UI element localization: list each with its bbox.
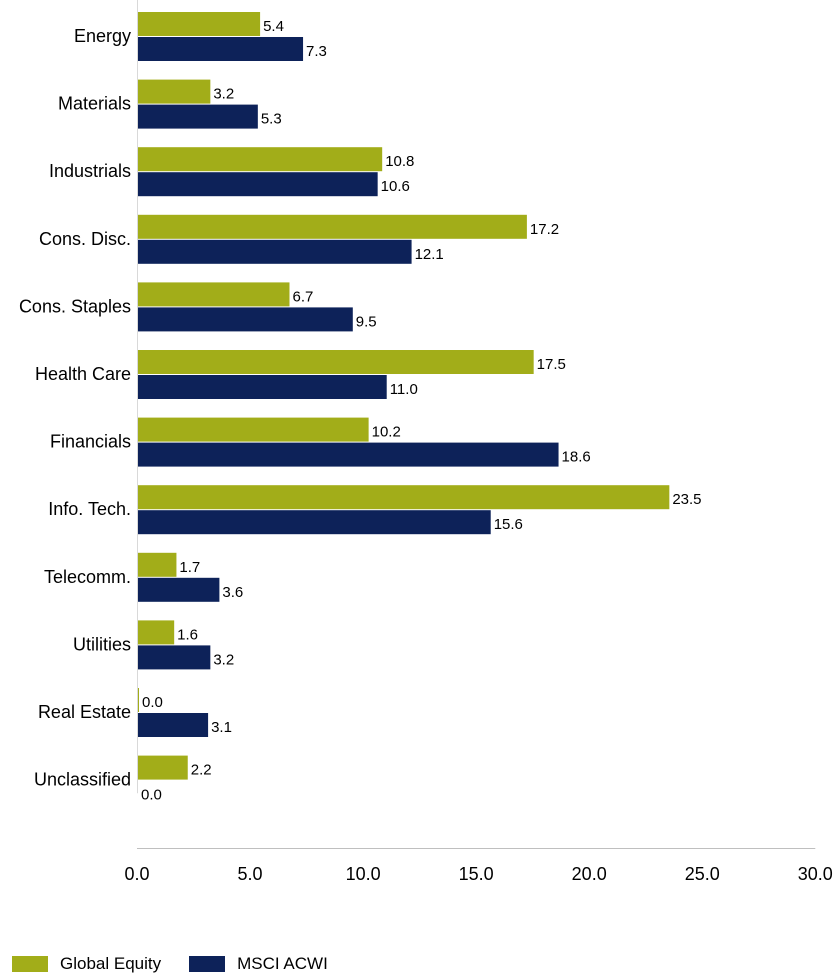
legend-label-msci-acwi: MSCI ACWI [237,954,328,973]
data-label-msci-acwi-info-tech: 15.6 [494,516,523,533]
legend-swatch-msci-acwi [189,956,226,972]
data-label-global-equity-unclassified: 2.2 [191,762,212,779]
data-label-global-equity-health-care: 17.5 [537,356,566,373]
legend-label-global-equity: Global Equity [60,954,162,973]
data-label-msci-acwi-unclassified: 0.0 [141,787,162,804]
data-label-global-equity-industrials: 10.8 [385,153,414,170]
category-label-cons-staples: Cons. Staples [19,296,131,316]
data-label-global-equity-utilities: 1.6 [177,626,198,643]
data-label-msci-acwi-telecomm: 3.6 [222,584,243,601]
data-label-global-equity-materials: 3.2 [213,86,234,103]
data-label-msci-acwi-real-estate: 3.1 [211,719,232,736]
legend-item-msci-acwi: MSCI ACWI [189,954,328,974]
category-label-materials: Materials [58,94,131,114]
bar-global-equity-real-estate [138,688,139,712]
data-label-global-equity-energy: 5.4 [263,18,284,35]
data-label-msci-acwi-cons-staples: 9.5 [356,313,377,330]
data-label-global-equity-cons-disc: 17.2 [530,221,559,238]
data-label-msci-acwi-health-care: 11.0 [390,381,418,398]
bar-msci-acwi-real-estate [138,713,209,737]
sector-bar-chart: Energy 5.4 7.3 Materials 3.2 5.3 Industrials 10… [19,0,833,884]
bar-msci-acwi-telecomm [138,577,220,602]
data-label-global-equity-telecomm: 1.7 [179,559,200,576]
bar-global-equity-cons-disc [138,214,527,239]
x-tick-label-1: 5.0 [238,864,263,884]
bar-global-equity-energy [138,12,261,36]
x-tick-label-6: 30.0 [798,864,833,884]
data-label-msci-acwi-materials: 5.3 [261,111,282,128]
bar-msci-acwi-materials [138,104,258,129]
category-label-real-estate: Real Estate [38,702,131,722]
bar-global-equity-financials [138,417,369,442]
data-label-msci-acwi-energy: 7.3 [306,43,327,60]
bar-global-equity-utilities [138,620,175,645]
data-label-global-equity-real-estate: 0.0 [142,694,163,711]
bar-msci-acwi-utilities [138,645,211,670]
category-label-info-tech: Info. Tech. [48,499,131,519]
data-label-global-equity-financials: 10.2 [372,424,401,441]
data-label-global-equity-cons-staples: 6.7 [292,288,313,305]
category-label-unclassified: Unclassified [34,770,131,790]
bar-global-equity-industrials [138,147,383,172]
bar-global-equity-telecomm [138,552,177,577]
bar-global-equity-health-care [138,350,534,374]
bar-msci-acwi-financials [138,442,559,467]
data-label-msci-acwi-industrials: 10.6 [381,178,410,195]
data-label-global-equity-info-tech: 23.5 [672,491,701,508]
category-label-energy: Energy [74,26,131,46]
bar-global-equity-materials [138,79,211,104]
category-label-utilities: Utilities [73,634,131,654]
category-label-health-care: Health Care [35,364,131,384]
bar-global-equity-info-tech [138,485,670,510]
legend: Global Equity MSCI ACWI [12,954,356,974]
legend-item-global-equity: Global Equity [12,954,161,974]
category-label-industrials: Industrials [49,161,131,181]
bar-msci-acwi-energy [138,37,304,61]
legend-swatch-global-equity [12,956,48,972]
data-label-msci-acwi-financials: 18.6 [562,449,591,466]
bar-msci-acwi-cons-disc [138,239,412,264]
x-tick-label-2: 10.0 [346,864,381,884]
bar-msci-acwi-info-tech [138,510,491,535]
category-label-cons-disc: Cons. Disc. [39,229,131,249]
data-label-msci-acwi-cons-disc: 12.1 [415,246,444,263]
bar-msci-acwi-cons-staples [138,307,353,332]
bar-global-equity-cons-staples [138,282,290,307]
x-tick-label-4: 20.0 [572,864,607,884]
category-label-financials: Financials [50,432,131,452]
data-label-msci-acwi-utilities: 3.2 [213,651,234,668]
bar-msci-acwi-industrials [138,172,378,197]
x-tick-label-5: 25.0 [685,864,720,884]
x-tick-label-0: 0.0 [124,864,149,884]
category-label-telecomm: Telecomm. [44,567,131,587]
bar-global-equity-unclassified [138,755,188,780]
x-tick-label-3: 15.0 [459,864,494,884]
bar-msci-acwi-health-care [138,375,387,399]
